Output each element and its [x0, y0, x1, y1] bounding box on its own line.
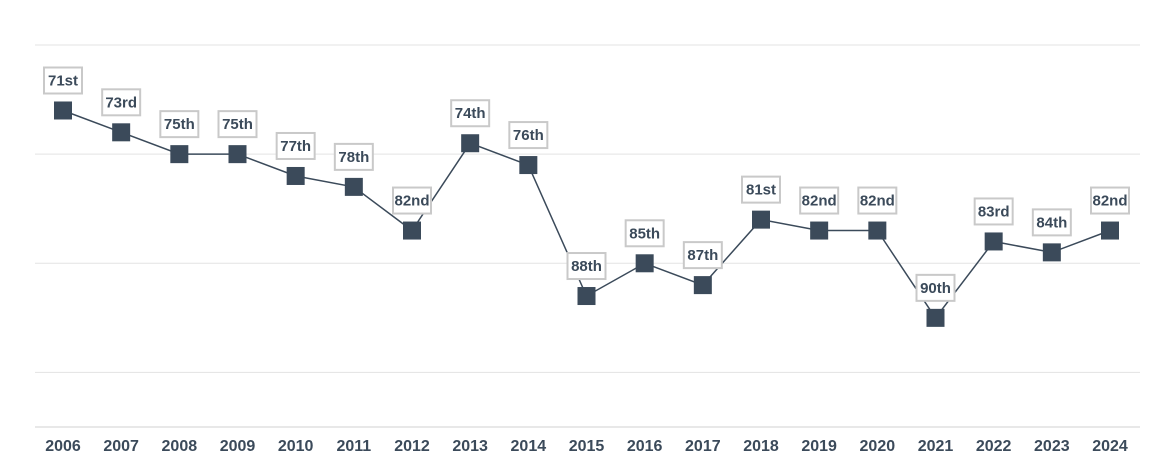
data-label-box [857, 186, 898, 215]
x-tick-2017: 2017 [685, 438, 721, 455]
marker-2017 [693, 276, 712, 295]
data-label-2010: 77th [275, 131, 316, 160]
data-labels-layer: 71st 73rd 75th 75th 77th 78th 82nd 74th 76th 88th… [43, 66, 1130, 302]
x-tick-2020: 2020 [860, 438, 896, 455]
data-label-text: 74th [455, 105, 486, 122]
marker-2009 [228, 145, 247, 164]
data-label-box [741, 175, 781, 204]
marker-2011 [344, 177, 363, 196]
data-label-text: 76th [513, 127, 544, 144]
marker-2024 [1101, 221, 1119, 240]
data-label-box [1090, 186, 1130, 215]
x-tick-2009: 2009 [220, 438, 256, 455]
x-tick-2011: 2011 [336, 438, 371, 455]
data-label-text: 88th [571, 258, 602, 275]
marker-2012 [403, 221, 421, 240]
x-tick-2021: 2021 [918, 438, 954, 455]
marker-2008 [170, 145, 189, 164]
x-tick-2023: 2023 [1034, 438, 1070, 455]
marker-2006 [54, 101, 72, 120]
data-label-2012: 82nd [392, 186, 432, 215]
x-tick-2024: 2024 [1092, 438, 1128, 455]
marker-2007 [112, 123, 131, 142]
data-label-box [566, 252, 607, 281]
data-label-2020: 82nd [857, 186, 898, 215]
marker-2014 [519, 156, 538, 175]
data-label-box [43, 66, 83, 95]
data-label-text: 82nd [860, 193, 895, 210]
data-label-box [682, 241, 723, 270]
data-label-text: 71st [48, 72, 78, 89]
data-label-2022: 83rd [973, 197, 1014, 226]
x-tick-labels: 2006 2007 2008 2009 2010 2011 2012 2013 2014 2015… [45, 438, 1128, 455]
data-label-text: 75th [222, 116, 253, 133]
x-tick-2013: 2013 [452, 438, 488, 455]
data-label-box [973, 197, 1014, 226]
data-label-2016: 85th [624, 219, 665, 248]
x-tick-2015: 2015 [569, 438, 605, 455]
data-label-box [392, 186, 432, 215]
x-tick-2006: 2006 [45, 438, 81, 455]
x-tick-2012: 2012 [394, 438, 430, 455]
data-label-2019: 82nd [799, 186, 840, 215]
data-label-box [624, 219, 665, 248]
marker-2010 [286, 166, 305, 185]
data-label-text: 82nd [1092, 193, 1127, 210]
data-label-box [275, 131, 316, 160]
x-tick-2014: 2014 [511, 438, 547, 455]
data-label-2018: 81st [741, 175, 781, 204]
data-label-text: 90th [920, 280, 951, 297]
data-label-text: 82nd [394, 193, 429, 210]
marker-2016 [635, 254, 654, 273]
data-label-2021: 90th [915, 273, 956, 302]
data-label-box [799, 186, 840, 215]
data-label-box [1031, 208, 1072, 237]
data-label-text: 78th [338, 149, 369, 166]
data-label-box [508, 121, 549, 150]
data-label-box [333, 142, 374, 171]
data-label-2008: 75th [159, 110, 200, 139]
x-tick-2007: 2007 [103, 438, 139, 455]
marker-2015 [577, 287, 596, 306]
data-label-2009: 75th [217, 110, 258, 139]
data-label-2024: 82nd [1090, 186, 1130, 215]
data-label-box [159, 110, 200, 139]
data-label-2006: 71st [43, 66, 83, 95]
data-label-2015: 88th [566, 252, 607, 281]
marker-2019 [810, 221, 829, 240]
marker-2022 [984, 232, 1003, 251]
data-label-text: 73rd [105, 94, 137, 111]
data-label-text: 84th [1036, 214, 1067, 231]
data-label-box [450, 99, 491, 128]
data-label-box [101, 88, 142, 117]
x-tick-2018: 2018 [743, 438, 779, 455]
x-tick-2019: 2019 [801, 438, 837, 455]
data-label-2023: 84th [1031, 208, 1072, 237]
data-label-text: 82nd [802, 193, 837, 210]
marker-2020 [868, 221, 887, 240]
x-tick-2010: 2010 [278, 438, 314, 455]
x-tick-2016: 2016 [627, 438, 663, 455]
data-label-2013: 74th [450, 99, 491, 128]
markers-layer [54, 101, 1119, 327]
data-label-2017: 87th [682, 241, 723, 270]
data-label-text: 77th [280, 138, 311, 155]
marker-2018 [752, 210, 770, 229]
data-label-2007: 73rd [101, 88, 142, 117]
x-tick-2008: 2008 [162, 438, 198, 455]
data-label-box [915, 273, 956, 302]
data-label-text: 83rd [978, 203, 1010, 220]
data-label-text: 75th [164, 116, 195, 133]
data-label-box [217, 110, 258, 139]
marker-2023 [1042, 243, 1061, 262]
x-tick-2022: 2022 [976, 438, 1012, 455]
marker-2013 [461, 134, 480, 153]
data-label-2014: 76th [508, 121, 549, 150]
data-label-text: 81st [746, 182, 776, 199]
data-label-text: 85th [629, 225, 660, 242]
data-label-2011: 78th [333, 142, 374, 171]
data-label-text: 87th [687, 247, 718, 264]
marker-2021 [926, 308, 945, 327]
